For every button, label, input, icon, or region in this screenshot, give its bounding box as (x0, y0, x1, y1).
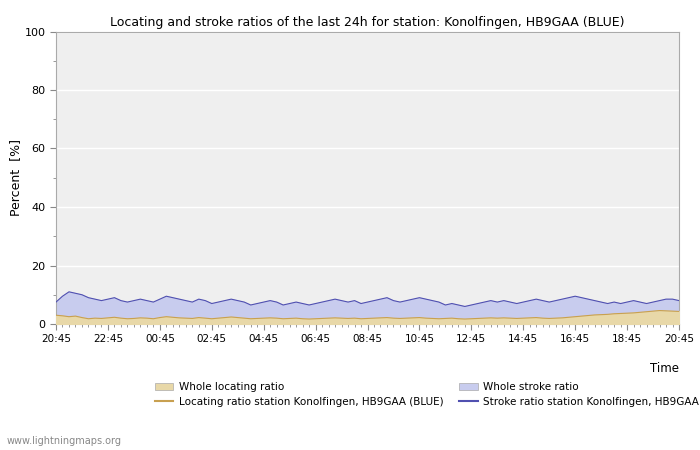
Text: www.lightningmaps.org: www.lightningmaps.org (7, 436, 122, 446)
Title: Locating and stroke ratios of the last 24h for station: Konolfingen, HB9GAA (BLU: Locating and stroke ratios of the last 2… (111, 16, 624, 29)
Legend: Whole locating ratio, Locating ratio station Konolfingen, HB9GAA (BLUE), Whole s: Whole locating ratio, Locating ratio sta… (155, 382, 700, 407)
Text: Time: Time (650, 362, 679, 375)
Y-axis label: Percent  [%]: Percent [%] (9, 139, 22, 216)
